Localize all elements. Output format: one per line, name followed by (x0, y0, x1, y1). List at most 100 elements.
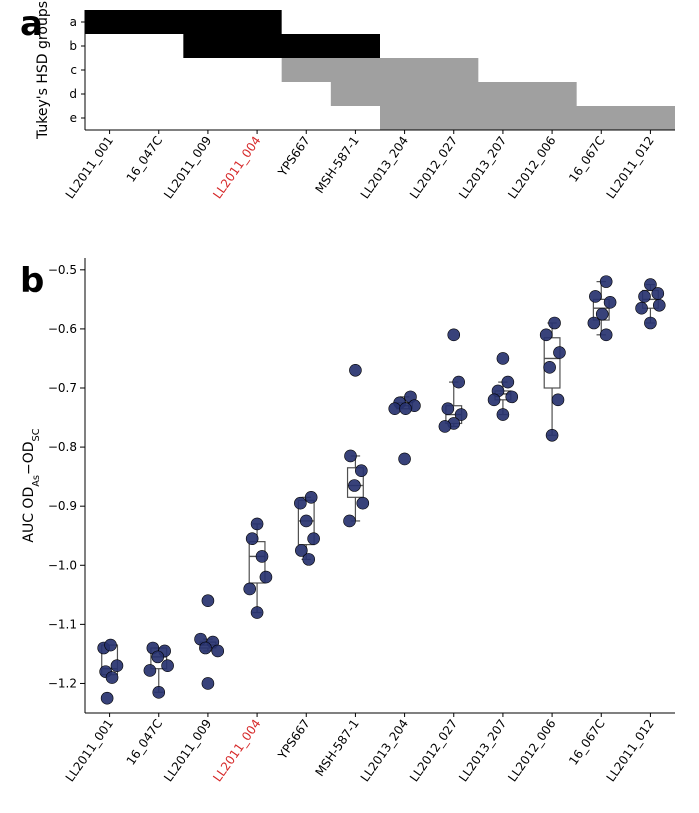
data-point (502, 376, 514, 388)
panel-a-xtick-label: LL2012_027 (407, 134, 460, 202)
panel-b-xtick-label: LL2011_001 (63, 717, 116, 785)
data-point (251, 607, 263, 619)
panel-a-xtick-label: LL2011_012 (604, 134, 657, 202)
data-point (497, 352, 509, 364)
panel-b-xtick-label: LL2012_006 (505, 717, 558, 785)
data-point (389, 403, 401, 415)
panel-b-ytick-label: −1.0 (48, 558, 77, 572)
panel-b-xtick-label: 16_067C (566, 717, 608, 768)
panel-b-ytick-label: −0.8 (48, 440, 77, 454)
data-point (162, 660, 174, 672)
data-point (344, 515, 356, 527)
panel-b-ylabel: AUC ODAs−ODSC (21, 428, 42, 542)
data-point (246, 533, 258, 545)
panel-b-xtick-label: LL2013_204 (358, 717, 411, 785)
panel-b-xtick-label: LL2013_207 (456, 717, 509, 785)
data-point (294, 497, 306, 509)
data-point (644, 317, 656, 329)
panel-b-xtick-label: YPS667 (275, 717, 313, 763)
data-point (540, 329, 552, 341)
panel-a-xtick-label: LL2011_009 (161, 134, 214, 202)
data-point (399, 453, 411, 465)
data-point (652, 287, 664, 299)
data-point (199, 642, 211, 654)
data-point (212, 645, 224, 657)
data-point (552, 394, 564, 406)
data-point (636, 302, 648, 314)
data-point (202, 595, 214, 607)
data-point (442, 403, 454, 415)
panel-a-xtick-label: LL2013_204 (358, 134, 411, 202)
panel-a-xtick-label: LL2011_004 (210, 134, 263, 202)
data-point (400, 403, 412, 415)
data-point (153, 686, 165, 698)
panel-a-xtick-label: YPS667 (275, 134, 313, 180)
data-point (106, 672, 118, 684)
data-point (600, 276, 612, 288)
panel-a-xtick-label: 16_047C (124, 134, 166, 185)
panel-b-letter: b (20, 261, 44, 301)
data-point (105, 639, 117, 651)
data-point (348, 480, 360, 492)
data-point (653, 299, 665, 311)
data-point (355, 465, 367, 477)
panel-b-xtick-label: LL2012_027 (407, 717, 460, 785)
data-point (600, 329, 612, 341)
data-point (357, 497, 369, 509)
boxplots (102, 282, 659, 693)
data-point (544, 361, 556, 373)
panel-a-xtick-label: LL2011_001 (63, 134, 116, 202)
data-point (345, 450, 357, 462)
panel-a-ytick-label: c (70, 63, 77, 77)
data-point (152, 651, 164, 663)
data-point (453, 376, 465, 388)
data-point (506, 391, 518, 403)
figure-svg: abcdeLL2011_00116_047CLL2011_009LL2011_0… (0, 0, 699, 813)
panel-b-ytick-label: −0.6 (48, 322, 77, 336)
data-point (303, 553, 315, 565)
panel-b-ytick-label: −1.2 (48, 676, 77, 690)
data-point (202, 677, 214, 689)
data-point (497, 409, 509, 421)
data-point (260, 571, 272, 583)
panel-a-xtick-label: LL2013_207 (456, 134, 509, 202)
panel-b-xtick-label: LL2011_012 (604, 717, 657, 785)
data-point (308, 533, 320, 545)
data-point (256, 550, 268, 562)
data-point (604, 296, 616, 308)
panel-b-xtick-label: LL2011_004 (210, 717, 263, 785)
data-point (549, 317, 561, 329)
hsd-segment (331, 82, 577, 106)
panel-b-xtick-label: 16_047C (124, 717, 166, 768)
panel-a-ytick-label: e (70, 111, 77, 125)
panel-b-ytick-label: −0.9 (48, 499, 77, 513)
data-point (144, 664, 156, 676)
panel-a-ytick-label: a (70, 15, 77, 29)
panel-a-xtick-label: LL2012_006 (505, 134, 558, 202)
data-point (448, 329, 460, 341)
data-point (546, 429, 558, 441)
data-point (588, 317, 600, 329)
panel-a-ytick-label: d (69, 87, 77, 101)
data-point (589, 290, 601, 302)
hsd-segment (282, 58, 479, 82)
data-point (300, 515, 312, 527)
panel-b-ytick-label: −0.7 (48, 381, 77, 395)
data-point (488, 394, 500, 406)
scatter-points (98, 276, 666, 705)
figure-root: abcdeLL2011_00116_047CLL2011_009LL2011_0… (0, 0, 699, 813)
data-point (439, 420, 451, 432)
data-point (251, 518, 263, 530)
data-point (101, 692, 113, 704)
hsd-bars (85, 10, 675, 130)
panel-b-ytick-label: −0.5 (48, 263, 77, 277)
panel-a-xtick-label: MSH-587-1 (312, 134, 361, 196)
data-point (111, 660, 123, 672)
data-point (639, 290, 651, 302)
panel-a-xtick-label: 16_067C (566, 134, 608, 185)
data-point (553, 347, 565, 359)
data-point (244, 583, 256, 595)
panel-b-xtick-label: LL2011_009 (161, 717, 214, 785)
hsd-segment (183, 34, 380, 58)
data-point (349, 364, 361, 376)
